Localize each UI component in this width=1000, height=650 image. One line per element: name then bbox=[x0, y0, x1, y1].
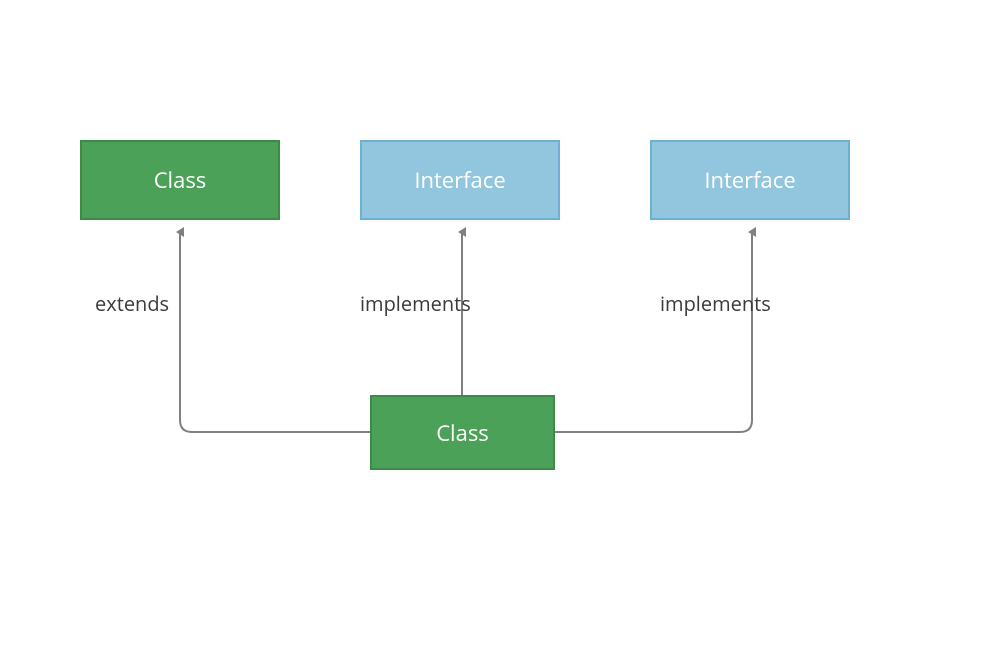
edge-label-extends: extends bbox=[95, 290, 169, 317]
edge-label-implements-1: implements bbox=[360, 290, 471, 317]
node-class-child: Class bbox=[370, 395, 555, 470]
node-interface-1: Interface bbox=[360, 140, 560, 220]
node-class-parent: Class bbox=[80, 140, 280, 220]
node-label: Class bbox=[436, 418, 489, 448]
node-label: Interface bbox=[414, 165, 505, 195]
edge-implements-2 bbox=[555, 232, 752, 432]
inheritance-diagram: Class Interface Interface Class extends … bbox=[0, 0, 1000, 650]
edge-extends bbox=[180, 232, 370, 432]
node-label: Interface bbox=[704, 165, 795, 195]
edges-layer bbox=[0, 0, 1000, 650]
node-interface-2: Interface bbox=[650, 140, 850, 220]
node-label: Class bbox=[154, 165, 207, 195]
edge-label-implements-2: implements bbox=[660, 290, 771, 317]
